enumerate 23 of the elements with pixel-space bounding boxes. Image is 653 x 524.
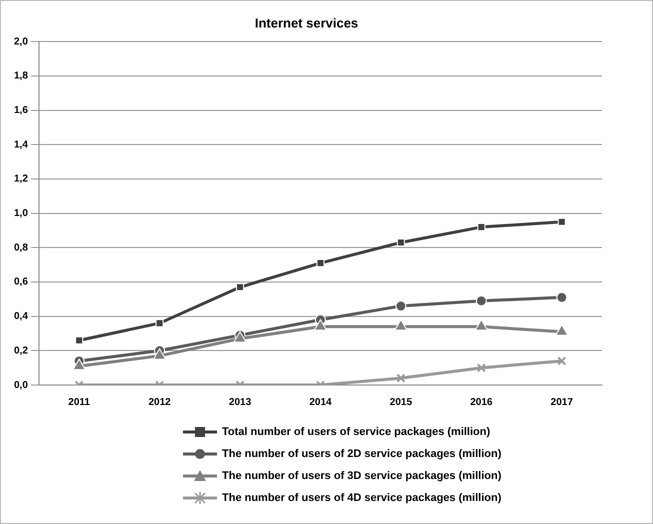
y-tick-label: 1,8 bbox=[14, 70, 28, 82]
y-tick-label: 0,6 bbox=[14, 276, 28, 288]
legend-label: Total number of users of service packages (million) bbox=[222, 426, 490, 438]
legend-label: The number of users of 3D service packages (million) bbox=[222, 470, 502, 482]
x-tick-label: 2014 bbox=[309, 396, 332, 408]
x-tick-label: 2012 bbox=[148, 396, 172, 408]
y-tick-label: 1,0 bbox=[14, 208, 28, 220]
y-tick-label: 1,2 bbox=[14, 174, 28, 185]
x-tick-label: 2011 bbox=[68, 396, 90, 408]
x-tick-label: 2017 bbox=[550, 396, 574, 408]
chart-title: Internet services bbox=[254, 15, 358, 30]
y-tick-label: 2,0 bbox=[14, 36, 28, 48]
x-tick-label: 2013 bbox=[228, 396, 252, 408]
y-tick-label: 0,8 bbox=[14, 242, 28, 254]
y-tick-label: 1,4 bbox=[14, 139, 28, 150]
x-tick-label: 2016 bbox=[470, 396, 493, 408]
legend-label: The number of users of 2D service packages (million) bbox=[222, 448, 502, 460]
legend-label: The number of users of 4D service packages (million) bbox=[222, 492, 502, 504]
y-tick-label: 0,0 bbox=[14, 380, 28, 391]
y-tick-label: 0,2 bbox=[14, 345, 28, 356]
y-tick-label: 1,6 bbox=[14, 105, 28, 116]
x-tick-label: 2015 bbox=[390, 396, 412, 408]
y-tick-label: 0,4 bbox=[14, 311, 28, 322]
